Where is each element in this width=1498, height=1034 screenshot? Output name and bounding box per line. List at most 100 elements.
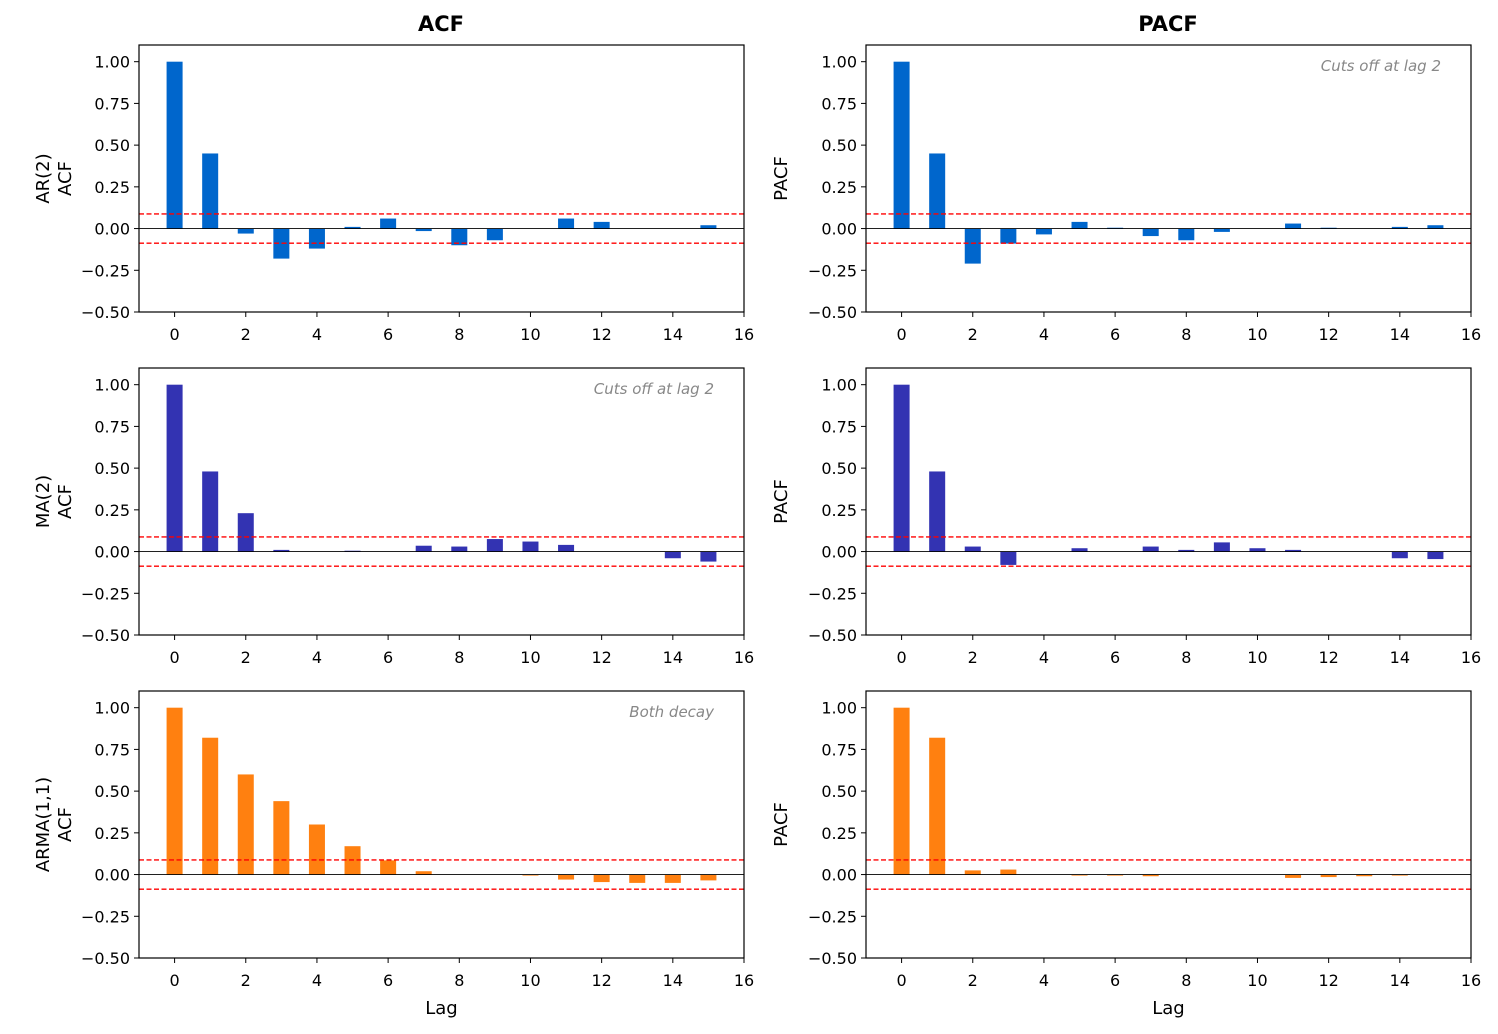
xtick-label-ar-acf-4: 8 — [454, 325, 464, 344]
ylabel-line-ma-acf-1: ACF — [55, 484, 76, 519]
bar-ma-acf-lag-7 — [415, 545, 432, 552]
bar-ar-pacf-lag-5 — [1071, 221, 1088, 229]
xtick-label-ar-pacf-1: 2 — [968, 325, 978, 344]
bar-ar-pacf-lag-0 — [893, 61, 910, 229]
bar-arma-pacf-lag-0 — [893, 707, 910, 875]
ytick-label-ar-pacf-3: 0.25 — [821, 178, 857, 197]
ylabel-line-ma-pacf-0: PACF — [771, 479, 792, 524]
xtick-label-ma-acf-0: 0 — [169, 648, 179, 667]
ytick-label-ma-pacf-4: 0.50 — [821, 459, 857, 478]
bar-ar-pacf-lag-1 — [929, 153, 946, 229]
ytick-label-ar-acf-0: −0.50 — [81, 303, 130, 322]
bar-ma-pacf-lag-0 — [893, 384, 910, 552]
xtick-label-ma-acf-3: 6 — [383, 648, 393, 667]
xtick-label-arma-pacf-6: 12 — [1318, 971, 1338, 990]
bar-ar-pacf-lag-8 — [1178, 228, 1195, 241]
bar-ar-acf-lag-2 — [237, 228, 254, 234]
bar-ar-acf-lag-12 — [593, 221, 610, 229]
bar-arma-pacf-lag-2 — [964, 870, 981, 875]
ytick-label-ma-acf-3: 0.25 — [94, 501, 130, 520]
bar-arma-pacf-lag-13 — [1356, 874, 1373, 877]
bar-ar-pacf-lag-2 — [964, 228, 981, 264]
bar-ar-acf-lag-8 — [451, 228, 468, 246]
ytick-label-ma-pacf-0: −0.50 — [808, 626, 857, 645]
bar-arma-acf-lag-10 — [522, 874, 539, 876]
col-title-acf: ACF — [418, 12, 464, 36]
bar-ar-pacf-lag-11 — [1285, 223, 1302, 229]
bar-ar-pacf-lag-9 — [1213, 228, 1230, 232]
xtick-label-ar-acf-1: 2 — [241, 325, 251, 344]
xtick-label-arma-pacf-3: 6 — [1110, 971, 1120, 990]
axes-frame-ma-pacf — [865, 367, 1472, 636]
ylabel-ma-pacf: PACF — [771, 479, 792, 524]
bar-arma-pacf-lag-14 — [1391, 874, 1408, 876]
xtick-label-arma-pacf-7: 14 — [1390, 971, 1410, 990]
xtick-label-ma-pacf-3: 6 — [1110, 648, 1120, 667]
xtick-label-arma-pacf-0: 0 — [896, 971, 906, 990]
bar-arma-acf-lag-3 — [273, 801, 290, 875]
bar-ma-pacf-lag-10 — [1249, 548, 1266, 552]
bar-arma-pacf-lag-11 — [1285, 874, 1302, 878]
xtick-label-ar-pacf-2: 4 — [1039, 325, 1049, 344]
bar-ma-pacf-lag-2 — [964, 546, 981, 552]
bar-ma-acf-lag-10 — [522, 541, 539, 552]
bar-ma-acf-lag-2 — [237, 513, 254, 552]
ytick-label-ma-acf-0: −0.50 — [81, 626, 130, 645]
axes-frame-arma-pacf — [865, 690, 1472, 959]
bar-ar-acf-lag-15 — [700, 225, 717, 229]
bar-ma-pacf-lag-5 — [1071, 548, 1088, 552]
ylabel-line-ar-acf-1: ACF — [55, 161, 76, 196]
bar-ma-acf-lag-11 — [558, 544, 575, 552]
ylabel-line-ma-acf-0: MA(2) — [33, 475, 54, 528]
ytick-label-ma-acf-1: −0.25 — [81, 584, 130, 603]
bar-ar-pacf-lag-3 — [1000, 228, 1017, 244]
ytick-label-ar-acf-3: 0.25 — [94, 178, 130, 197]
bar-arma-acf-lag-15 — [700, 874, 717, 881]
ytick-label-ar-acf-4: 0.50 — [94, 136, 130, 155]
bar-arma-acf-lag-11 — [558, 874, 575, 880]
ylabel-ma-acf: MA(2)ACF — [33, 475, 76, 528]
xtick-label-ar-pacf-8: 16 — [1461, 325, 1481, 344]
ytick-label-arma-pacf-1: −0.25 — [808, 907, 857, 926]
panels-group: −0.50 −0.25 0.00 0.25 0.50 0.75 1.00 0 2 4 6 8 10 12 1… — [33, 44, 1481, 1019]
xtick-label-arma-pacf-4: 8 — [1181, 971, 1191, 990]
xtick-label-arma-pacf-2: 4 — [1039, 971, 1049, 990]
xtick-label-ma-pacf-5: 10 — [1247, 648, 1267, 667]
xtick-label-arma-acf-7: 14 — [663, 971, 683, 990]
xtick-label-ar-acf-6: 12 — [591, 325, 611, 344]
xtick-label-arma-acf-0: 0 — [169, 971, 179, 990]
xtick-label-ar-acf-7: 14 — [663, 325, 683, 344]
ytick-label-ma-pacf-3: 0.25 — [821, 501, 857, 520]
bar-arma-acf-lag-2 — [237, 774, 254, 875]
xtick-label-ma-acf-1: 2 — [241, 648, 251, 667]
bar-ar-acf-lag-11 — [558, 218, 575, 229]
xtick-label-arma-acf-8: 16 — [734, 971, 754, 990]
bar-ma-acf-lag-0 — [166, 384, 183, 552]
panel-ar-acf: −0.50 −0.25 0.00 0.25 0.50 0.75 1.00 0 2 4 6 8 10 12 1… — [33, 44, 754, 344]
xtick-label-ma-pacf-7: 14 — [1390, 648, 1410, 667]
bar-ma-pacf-lag-14 — [1391, 551, 1408, 559]
bar-ma-acf-lag-3 — [273, 549, 290, 552]
xtick-label-ma-pacf-1: 2 — [968, 648, 978, 667]
bar-arma-acf-lag-13 — [629, 874, 646, 883]
panel-ma-pacf: −0.50 −0.25 0.00 0.25 0.50 0.75 1.00 0 2 4 6 8 10 12 1… — [771, 367, 1481, 667]
annotation-arma-acf: Both decay — [629, 703, 715, 721]
bar-ma-pacf-lag-11 — [1285, 549, 1302, 552]
bar-arma-pacf-lag-1 — [929, 737, 946, 875]
xtick-label-arma-pacf-1: 2 — [968, 971, 978, 990]
axes-frame-arma-acf — [138, 690, 745, 959]
bar-ar-acf-lag-5 — [344, 226, 361, 229]
bar-ar-acf-lag-7 — [415, 228, 432, 232]
bar-arma-acf-lag-4 — [308, 824, 325, 875]
xtick-label-ma-acf-8: 16 — [734, 648, 754, 667]
xtick-label-arma-acf-6: 12 — [591, 971, 611, 990]
bar-ar-acf-lag-0 — [166, 61, 183, 229]
ytick-label-arma-pacf-3: 0.25 — [821, 824, 857, 843]
xtick-label-ar-pacf-7: 14 — [1390, 325, 1410, 344]
bar-arma-pacf-lag-3 — [1000, 869, 1017, 875]
bar-ar-pacf-lag-15 — [1427, 225, 1444, 229]
ylabel-line-arma-acf-1: ACF — [55, 807, 76, 842]
xtick-label-ma-pacf-0: 0 — [896, 648, 906, 667]
bar-ar-acf-lag-4 — [308, 228, 325, 249]
